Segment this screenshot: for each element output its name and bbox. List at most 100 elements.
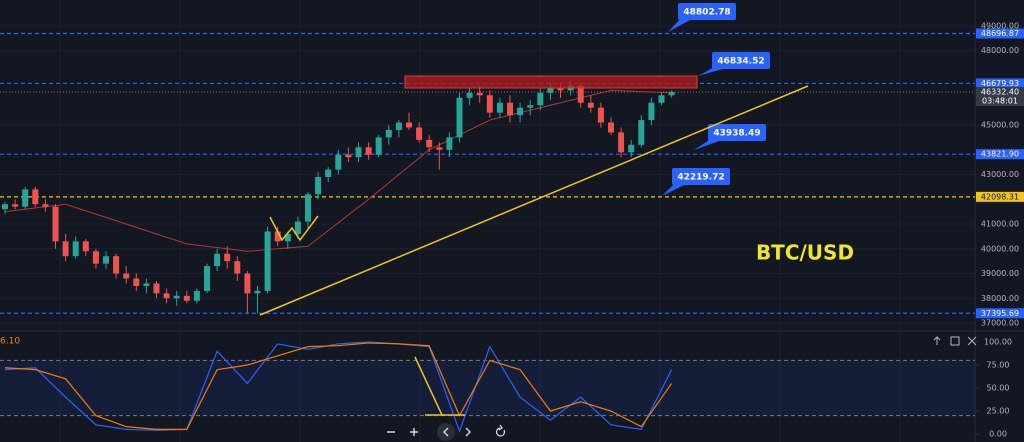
zoom-in-button[interactable]	[410, 428, 418, 436]
oscillator-tick-label: 0.00	[989, 429, 1007, 438]
candle-body	[274, 231, 281, 242]
candle-body	[577, 85, 584, 103]
candle-body	[32, 189, 39, 205]
scroll-right-button[interactable]	[465, 427, 472, 437]
candle-body	[52, 206, 59, 242]
candle-body	[325, 169, 332, 177]
candle-body	[496, 102, 503, 113]
callout-pointer	[668, 17, 692, 32]
callout-pointer	[662, 182, 686, 196]
oscillator-tick-label: 100.00	[984, 338, 1012, 347]
candle-body	[355, 147, 362, 158]
candle-body	[92, 251, 99, 264]
y-tick-label: 38000.00	[981, 294, 1019, 303]
candle-body	[456, 97, 463, 138]
price-label: 48696.87	[981, 29, 1019, 38]
close-button[interactable]	[967, 336, 977, 346]
callout-box	[708, 124, 766, 141]
candle-body	[426, 139, 433, 148]
moving-average	[4, 89, 672, 252]
candle-body	[507, 102, 513, 116]
callout-label: 48802.78	[683, 8, 730, 18]
y-tick-label: 43000.00	[981, 170, 1019, 179]
callout-box	[712, 52, 770, 69]
oscillator-tick-label: 50.00	[987, 384, 1010, 393]
candle-body	[547, 87, 554, 93]
price-label: 42098.31	[981, 192, 1019, 201]
callout-label: 46834.52	[717, 57, 764, 67]
candle-body	[22, 189, 29, 207]
candle-body	[62, 241, 69, 257]
y-tick-label: 49000.00	[981, 21, 1019, 30]
candle-body	[395, 122, 402, 130]
callout-label: 43938.49	[713, 129, 760, 139]
candle-body	[82, 241, 89, 252]
candle-body	[153, 283, 160, 294]
candle-body	[446, 137, 453, 150]
candle-body	[264, 231, 271, 291]
candle-body	[163, 293, 170, 299]
price-label: 46679.93	[981, 79, 1019, 88]
candle-body	[597, 107, 604, 123]
callout-box	[678, 3, 736, 20]
price-label-box	[976, 191, 1024, 202]
price-label-box	[976, 78, 1024, 89]
callout-label: 42219.72	[677, 173, 724, 183]
scroll-left-button[interactable]	[437, 423, 455, 441]
candle-body	[365, 147, 372, 155]
candle-body	[608, 122, 614, 133]
candle-body	[315, 176, 322, 195]
candle-body	[284, 233, 291, 242]
candle-body	[557, 87, 564, 91]
candle-body	[254, 290, 261, 294]
oscillator-pane	[0, 341, 979, 435]
candle-body	[173, 295, 180, 299]
candle-body	[305, 194, 311, 222]
pattern-drawing	[269, 215, 319, 242]
y-tick-label: 40000.00	[981, 244, 1019, 253]
candle-body	[294, 221, 301, 234]
resistance-zone	[404, 75, 698, 89]
current-price-box	[976, 87, 1024, 107]
oscillator-line	[4, 341, 673, 434]
candle-body	[668, 92, 675, 96]
maximize-button[interactable]	[950, 336, 960, 346]
y-tick-label: 37000.00	[981, 319, 1019, 328]
oscillator-tick-label: 75.00	[987, 361, 1010, 370]
candle-body	[42, 204, 49, 207]
countdown-label: 03:48:01	[982, 97, 1018, 106]
candle-body	[638, 120, 645, 145]
candle-body	[123, 273, 130, 279]
y-tick-label: 41000.00	[981, 220, 1019, 229]
candle-body	[345, 154, 352, 158]
candle-body	[133, 278, 140, 286]
band-fill	[0, 360, 975, 416]
reset-button[interactable]	[495, 424, 506, 437]
candle-body	[234, 261, 241, 274]
candle-body	[537, 92, 544, 106]
candle-body	[143, 283, 150, 286]
candle-body	[72, 241, 79, 257]
move-up-button[interactable]	[933, 336, 941, 345]
price-label-box	[976, 28, 1024, 39]
candle-body	[224, 253, 231, 262]
y-tick-label: 48000.00	[981, 46, 1019, 55]
oscillator-tick-label: 25.00	[987, 407, 1010, 416]
price-label-box	[976, 149, 1024, 160]
price-pane: 48802.78 46834.52 43938.49 42219.72	[0, 0, 975, 442]
candle-body	[466, 92, 473, 98]
symbol-label: BTC/USD	[756, 241, 854, 265]
candle-body	[527, 105, 534, 108]
candle-body	[658, 95, 665, 103]
pane-controls	[933, 336, 977, 346]
oscillator-drawing	[414, 356, 465, 416]
candle-body	[375, 137, 382, 155]
callout-box	[672, 168, 730, 185]
candle-body	[517, 107, 524, 116]
candle-body	[416, 127, 423, 140]
candle-body	[406, 122, 412, 128]
y-tick-label: 39000.00	[981, 269, 1019, 278]
candle-body	[587, 102, 594, 108]
